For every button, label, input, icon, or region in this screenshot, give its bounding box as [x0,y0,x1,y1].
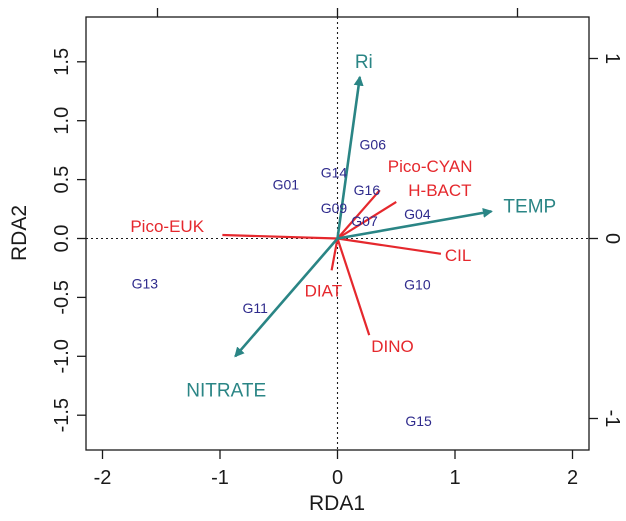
environment-label: NITRATE [186,380,266,401]
species-vector [222,233,338,240]
environment-label: TEMP [503,196,556,217]
site-label: G13 [132,275,159,291]
site-label: G14 [321,165,348,181]
species-label: DINO [371,337,414,356]
species-layer: Pico-EUK Pico-CYAN H-BACT CIL DIAT DINO [130,157,472,356]
x-tick-label: 2 [567,467,578,489]
environment-vector [234,237,339,358]
x-tick-label: 1 [449,467,460,489]
y-tick-label: 1.0 [51,107,73,135]
site-label: G10 [404,276,431,292]
right-tick-label: 1 [601,53,623,64]
y-tick-label: -1.5 [51,398,73,432]
species-vector [336,238,371,336]
x-axis-title: RDA1 [309,492,365,515]
right-tick-label: 0 [601,233,623,244]
species-label: DIAT [305,281,342,300]
y-tick-label: 0.0 [51,225,73,253]
site-label: G16 [354,182,381,198]
x-tick-label: -2 [94,467,112,489]
species-vector [336,189,381,240]
site-label: G06 [360,136,387,152]
site-label: G15 [405,413,432,429]
species-label: CIL [445,246,471,265]
species-label: Pico-EUK [130,217,204,236]
species-vector [336,201,397,240]
x-tick-label: 0 [332,467,343,489]
y-tick-label: -1.0 [51,339,73,373]
environment-vector [337,207,493,240]
y-axis-title: RDA2 [8,205,31,261]
site-label: G04 [404,206,431,222]
y-tick-label: 0.5 [51,166,73,194]
right-tick-label: -1 [601,410,623,428]
environment-label: Ri [355,52,373,73]
site-label: G09 [321,200,348,216]
site-label: G11 [243,300,269,316]
axes: -2 -1 0 1 2 -1.5 -1.0 -0.5 0.0 0.5 1.0 1.5 -1 0 1 [51,8,623,489]
species-label: Pico-CYAN [388,157,473,176]
site-label: G07 [351,213,378,229]
environment-vector [336,75,364,239]
environment-layer: Ri TEMP NITRATE [186,52,556,401]
species-label: H-BACT [408,181,471,200]
y-tick-label: 1.5 [51,48,73,76]
species-vector [337,237,442,255]
site-label: G01 [273,176,300,192]
y-tick-label: -0.5 [51,280,73,314]
species-vector [330,238,339,271]
x-tick-label: -1 [211,467,229,489]
